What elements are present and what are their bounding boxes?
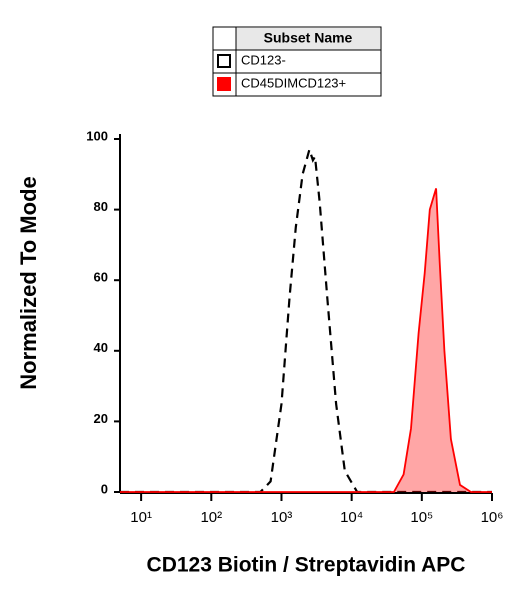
legend-header (236, 28, 380, 50)
y-tick-label: 100 (86, 128, 108, 143)
legend: Subset Name (212, 26, 382, 97)
y-tick-label: 40 (94, 340, 108, 355)
x-axis-label: CD123 Biotin / Streptavidin APC (147, 554, 466, 577)
legend-swatch (217, 54, 231, 68)
y-tick-label: 60 (94, 270, 108, 285)
histogram-curve (120, 188, 492, 493)
x-tick-label: 10¹ (130, 509, 152, 526)
y-tick-label: 80 (94, 199, 108, 214)
x-tick-label: 10³ (271, 509, 293, 526)
y-tick-label: 20 (94, 411, 108, 426)
x-tick-label: 10⁴ (340, 509, 363, 526)
legend-title: Subset Name (264, 30, 353, 46)
x-tick-label: 10⁶ (481, 509, 504, 526)
x-tick-label: 10⁵ (410, 509, 433, 526)
legend-swatch (217, 77, 231, 91)
legend-label: CD123- (241, 52, 286, 67)
x-tick-label: 10² (200, 509, 222, 526)
y-tick-label: 0 (101, 481, 108, 496)
y-axis-label: Normalized To Mode (16, 176, 41, 390)
legend-label: CD45DIMCD123+ (241, 75, 346, 90)
histogram-curve (120, 145, 492, 494)
